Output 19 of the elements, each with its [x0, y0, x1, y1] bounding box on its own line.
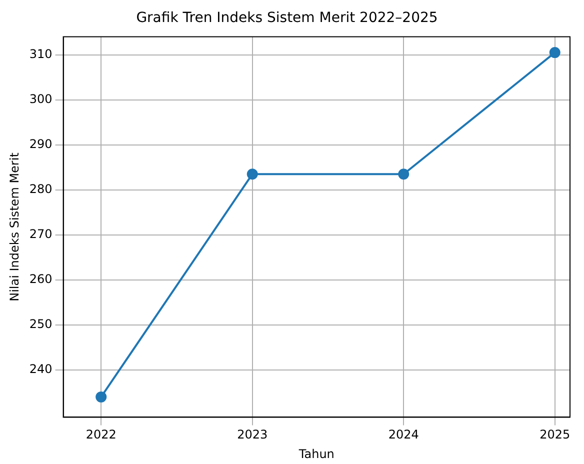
y-tick-label: 250 — [29, 317, 52, 332]
x-tick-label: 2025 — [540, 428, 570, 442]
y-tick-label: 260 — [29, 272, 52, 286]
y-tick-label: 310 — [29, 46, 52, 61]
y-tick-label: 270 — [29, 227, 52, 242]
x-axis-title: Tahun — [298, 446, 334, 461]
chart-title: Grafik Tren Indeks Sistem Merit 2022–2025 — [136, 10, 438, 26]
y-tick-label: 240 — [29, 362, 52, 376]
point — [549, 47, 560, 58]
x-tick-label: 2022 — [86, 428, 116, 442]
y-tick-label: 290 — [29, 136, 52, 151]
point — [398, 168, 410, 180]
point — [246, 168, 258, 180]
x-tick-label: 2023 — [237, 428, 268, 442]
point — [96, 391, 107, 402]
y-tick-label: 300 — [29, 92, 52, 106]
y-axis-title: Nilai Indeks Sistem Merit — [7, 152, 22, 302]
y-tick-label: 280 — [29, 182, 52, 196]
x-tick-label: 2024 — [388, 428, 419, 442]
